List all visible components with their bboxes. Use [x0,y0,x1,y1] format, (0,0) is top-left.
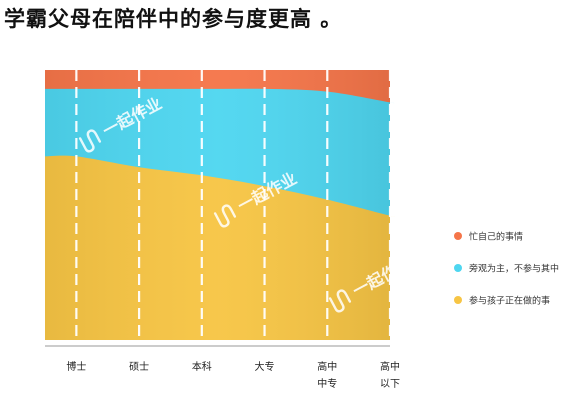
x-tick-label: 硕士 [129,360,149,373]
legend-marker [454,232,462,240]
gridlines [75,70,392,344]
x-tick-label: 高中以下 [380,360,400,390]
legend-label: 旁观为主，不参与其中 [469,263,559,275]
legend-marker [454,296,462,304]
legend-marker [454,264,462,272]
legend-label: 忙自己的事情 [469,231,523,243]
x-tick-label: 博士 [66,360,86,373]
page-title: 学霸父母在陪伴中的参与度更高 。 [4,7,343,31]
x-tick-label: 本科 [192,360,212,373]
x-tick-label: 大专 [255,360,275,373]
watermark-logo-icon [78,129,102,153]
x-tick-labels: 博士 硕士 本科 大专 高中中专 高中以下 [66,360,400,390]
plot-shading [45,70,390,340]
legend-label: 参与孩子正在做的事 [469,295,550,307]
watermark-logo-icon [328,289,352,313]
x-tick-label: 高中中专 [317,360,337,390]
watermark-logo-icon [213,204,237,228]
